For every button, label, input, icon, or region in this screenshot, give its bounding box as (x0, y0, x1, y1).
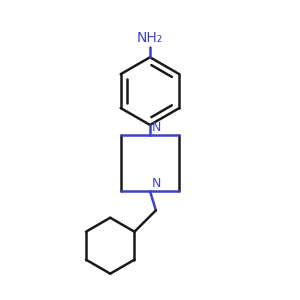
Text: N: N (152, 121, 161, 134)
Text: N: N (152, 177, 161, 190)
Text: NH₂: NH₂ (137, 31, 163, 45)
